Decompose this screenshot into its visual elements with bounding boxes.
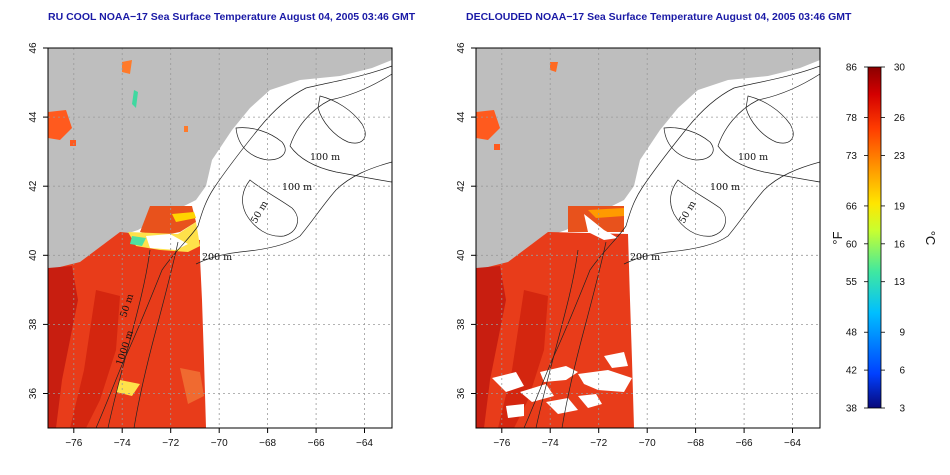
colorbar-c-label: 30 [894, 63, 906, 74]
colorbar-c-label: 13 [894, 277, 906, 288]
left-axis-ticks [43, 47, 365, 433]
colorbar-frame [867, 66, 882, 409]
x-tick-label: −70 [211, 438, 228, 449]
contour-label-100m-b: 100 m [282, 182, 312, 193]
y-tick-label: 44 [456, 111, 467, 123]
left-grid [48, 48, 392, 428]
left-panel-title: RU COOL NOAA−17 Sea Surface Temperature … [48, 11, 416, 23]
colorbar-f-label: 86 [846, 63, 858, 74]
y-tick-label: 36 [28, 388, 39, 400]
contour-label-100m-a: 100 m [310, 152, 340, 163]
left-plot-frame [47, 47, 393, 429]
x-tick-label: −66 [736, 438, 753, 449]
colorbar-f-label: 78 [846, 113, 858, 124]
colorbar-c-label: 19 [894, 201, 906, 212]
colorbar-f-label: 73 [846, 151, 858, 162]
left-y-tick-labels: 36 38 40 42 44 46 [28, 42, 39, 399]
x-tick-label: −72 [162, 438, 179, 449]
colorbar-gradient [868, 67, 881, 408]
right-plot-frame [475, 47, 821, 429]
colorbar-ticks [864, 66, 885, 409]
y-tick-label: 36 [456, 388, 467, 400]
colorbar-f-label: 55 [846, 277, 858, 288]
left-map-panel: 100 m 100 m 50 m 200 m 50 m 1000 m −76 −… [28, 42, 393, 449]
colorbar-f-label: 48 [846, 328, 858, 339]
colorbar-celsius-labels: 30 26 23 19 16 13 9 6 3 [894, 63, 906, 415]
colorbar-f-label: 66 [846, 201, 858, 212]
x-tick-label: −64 [356, 438, 373, 449]
colorbar-f-label: 42 [846, 366, 858, 377]
colorbar-unit-fahrenheit: °F [830, 231, 845, 244]
y-tick-label: 40 [456, 249, 467, 261]
right-grid [476, 48, 820, 428]
x-tick-label: −74 [114, 438, 131, 449]
colorbar-f-label: 38 [846, 404, 858, 415]
y-tick-label: 46 [28, 42, 39, 54]
colorbar-c-label: 6 [899, 366, 905, 377]
x-tick-label: −70 [639, 438, 656, 449]
x-tick-label: −66 [308, 438, 325, 449]
y-tick-label: 40 [28, 249, 39, 261]
contour-label-200m: 200 m [202, 252, 232, 263]
right-sst-swath [476, 62, 634, 428]
colorbar-unit-celsius: °C [923, 231, 938, 246]
colorbar-c-label: 23 [894, 151, 906, 162]
left-x-tick-labels: −76 −74 −72 −70 −68 −66 −64 [65, 438, 373, 449]
contour-label-200m: 200 m [630, 252, 660, 263]
x-tick-label: −74 [542, 438, 559, 449]
right-axis-ticks [471, 47, 793, 433]
left-sst-swath [48, 60, 206, 428]
x-tick-label: −64 [784, 438, 801, 449]
right-y-tick-labels: 36 38 40 42 44 46 [456, 42, 467, 399]
contour-label-100m-b: 100 m [710, 182, 740, 193]
y-tick-label: 38 [28, 318, 39, 330]
colorbar: 86 78 73 66 60 55 48 42 38 30 26 23 19 16 13 9 6 3 °F °C [830, 63, 938, 415]
colorbar-c-label: 16 [894, 239, 906, 250]
y-tick-label: 38 [456, 318, 467, 330]
colorbar-c-label: 3 [899, 404, 905, 415]
colorbar-f-label: 60 [846, 239, 858, 250]
x-tick-label: −68 [259, 438, 276, 449]
colorbar-c-label: 26 [894, 113, 906, 124]
colorbar-c-label: 9 [899, 328, 905, 339]
right-map-panel: 100 m 100 m 50 m 200 m −76 −74 −72 −70 −… [456, 42, 821, 449]
x-tick-label: −72 [590, 438, 607, 449]
x-tick-label: −68 [687, 438, 704, 449]
y-tick-label: 44 [28, 111, 39, 123]
right-panel-title: DECLOUDED NOAA−17 Sea Surface Temperatur… [466, 11, 852, 23]
right-x-tick-labels: −76 −74 −72 −70 −68 −66 −64 [493, 438, 801, 449]
x-tick-label: −76 [493, 438, 510, 449]
y-tick-label: 42 [28, 180, 39, 192]
y-tick-label: 42 [456, 180, 467, 192]
y-tick-label: 46 [456, 42, 467, 54]
contour-label-100m-a: 100 m [738, 152, 768, 163]
x-tick-label: −76 [65, 438, 82, 449]
colorbar-fahrenheit-labels: 86 78 73 66 60 55 48 42 38 [846, 63, 858, 415]
